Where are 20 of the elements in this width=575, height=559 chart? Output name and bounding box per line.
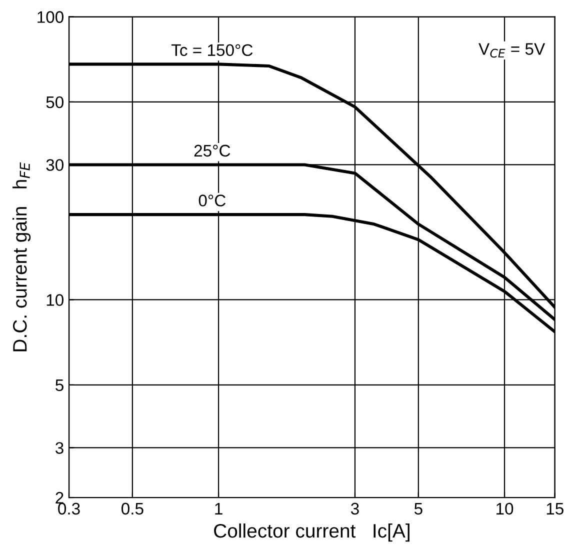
y-tick-label: 3 bbox=[56, 442, 64, 454]
x-tick-label: 0.3 bbox=[58, 502, 80, 515]
y-tick-label: 30 bbox=[46, 159, 64, 171]
x-tick-label: 3 bbox=[350, 502, 359, 515]
x-tick-label: 0.5 bbox=[122, 502, 144, 515]
x-axis-title: Collector current Ic[A] bbox=[214, 523, 410, 542]
series-label: 25°C bbox=[194, 144, 230, 157]
x-tick-label: 5 bbox=[414, 502, 422, 515]
x-tick-label: 15 bbox=[546, 502, 564, 515]
x-tick-label: 1 bbox=[215, 502, 222, 514]
annotation: V$_{CE}$ = 5V bbox=[478, 43, 546, 58]
y-tick-label: 50 bbox=[46, 96, 64, 108]
y-tick-label: 10 bbox=[46, 294, 64, 306]
series-label: Tc = 150°C bbox=[171, 44, 253, 56]
y-tick-label: 2 bbox=[56, 492, 64, 504]
y-tick-label: 5 bbox=[56, 379, 64, 392]
y-axis-title: D.C. current gain h$_{FE}$ bbox=[12, 162, 31, 352]
series-label: 0°C bbox=[198, 194, 226, 206]
y-tick-label: 100 bbox=[38, 11, 64, 23]
x-tick-label: 10 bbox=[496, 502, 514, 515]
